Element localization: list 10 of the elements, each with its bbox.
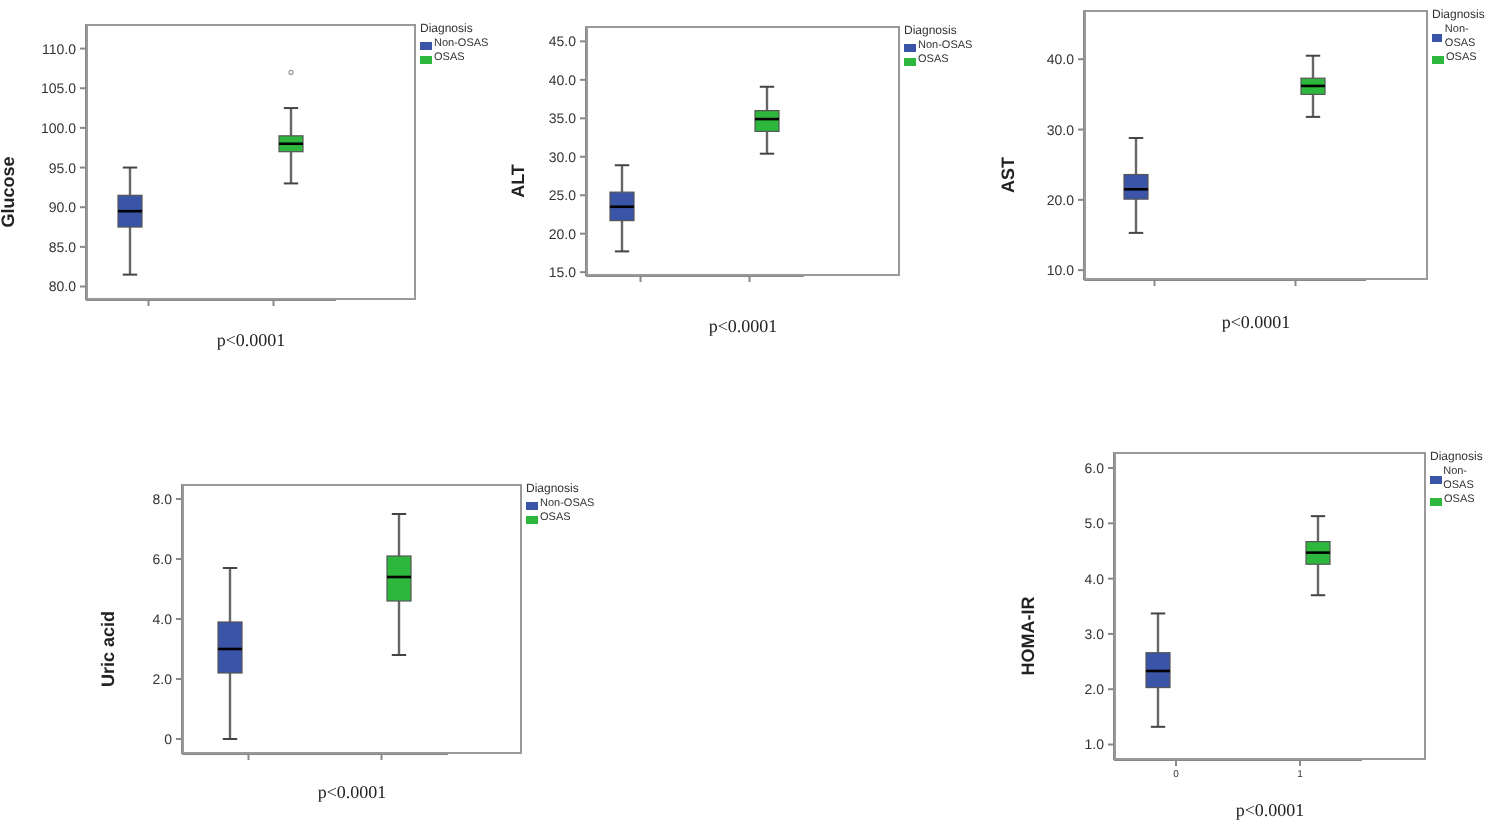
y-axis-title: ALT (508, 163, 529, 198)
text: p<0.0001 (315, 782, 389, 802)
y-axis-title: AST (998, 156, 1019, 193)
text: p<0.0001 (1219, 312, 1293, 332)
text: p<0.0001 (706, 316, 780, 336)
y-axis-title: Uric acid (98, 610, 119, 688)
y-axis-title: Glucose (0, 156, 19, 228)
y-axis-title: HOMA-IR (1018, 595, 1039, 676)
text: p<0.0001 (214, 330, 288, 350)
text: p<0.0001 (1233, 800, 1307, 820)
